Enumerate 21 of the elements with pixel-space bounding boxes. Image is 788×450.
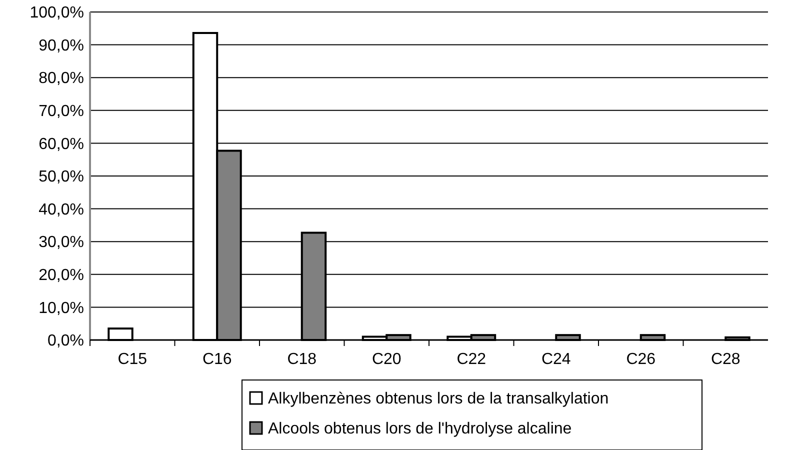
y-tick-label: 30,0% [38, 234, 84, 252]
y-tick-label: 90,0% [38, 37, 84, 54]
y-tick-label: 40,0% [38, 201, 84, 218]
x-tick-label: C20 [372, 351, 402, 368]
x-tick-label: C28 [710, 351, 740, 368]
y-tick-label: 80,0% [38, 70, 84, 88]
y-tick-label: 50,0% [38, 168, 84, 186]
x-tick-label: C26 [626, 351, 656, 368]
legend-label: Alkylbenzènes obtenus lors de la transalkylation [268, 390, 609, 408]
legend-label: Alcools obtenus lors de l'hydrolyse alcaline [268, 420, 572, 438]
x-tick-label: C24 [541, 351, 571, 368]
x-tick-label: C16 [202, 351, 232, 368]
y-tick-label: 20,0% [38, 267, 84, 284]
y-tick-label: 10,0% [38, 300, 84, 317]
x-tick-label: C22 [456, 351, 486, 368]
x-tick-label: C15 [118, 351, 148, 368]
y-tick-label: 0,0% [48, 332, 84, 350]
y-tick-label: 60,0% [38, 136, 84, 153]
x-tick-label: C18 [287, 351, 317, 368]
y-tick-label: 70,0% [38, 103, 84, 120]
y-tick-label: 100,0% [30, 4, 84, 22]
